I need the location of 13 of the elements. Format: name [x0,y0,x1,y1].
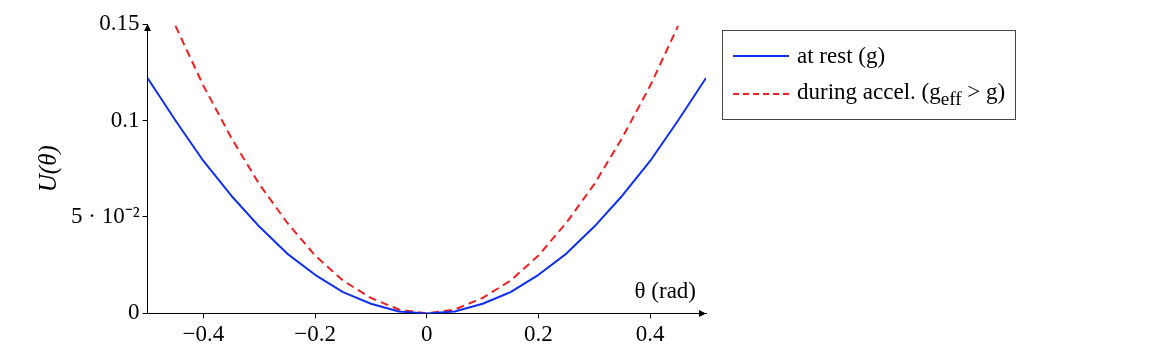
x-axis-title: θ (rad) [634,277,696,303]
x-tick-label: −0.2 [294,321,336,347]
x-tick-label: 0.4 [635,321,666,347]
y-axis-title: U(θ) [33,145,62,193]
legend-label: at rest (g) [797,43,886,69]
y-tick-label: 5 · 10⁻² [70,202,140,228]
x-tick-label: 0 [421,321,433,347]
y-tick-label: 0 [128,299,140,325]
legend-label: during accel. (g$_{eff}$ > g) [797,78,1006,110]
x-tick-label: −0.4 [182,321,225,347]
x-tick-label: 0.2 [524,321,553,347]
y-tick-label: 0.15 [99,10,140,36]
y-tick-label: 0.1 [110,106,140,132]
